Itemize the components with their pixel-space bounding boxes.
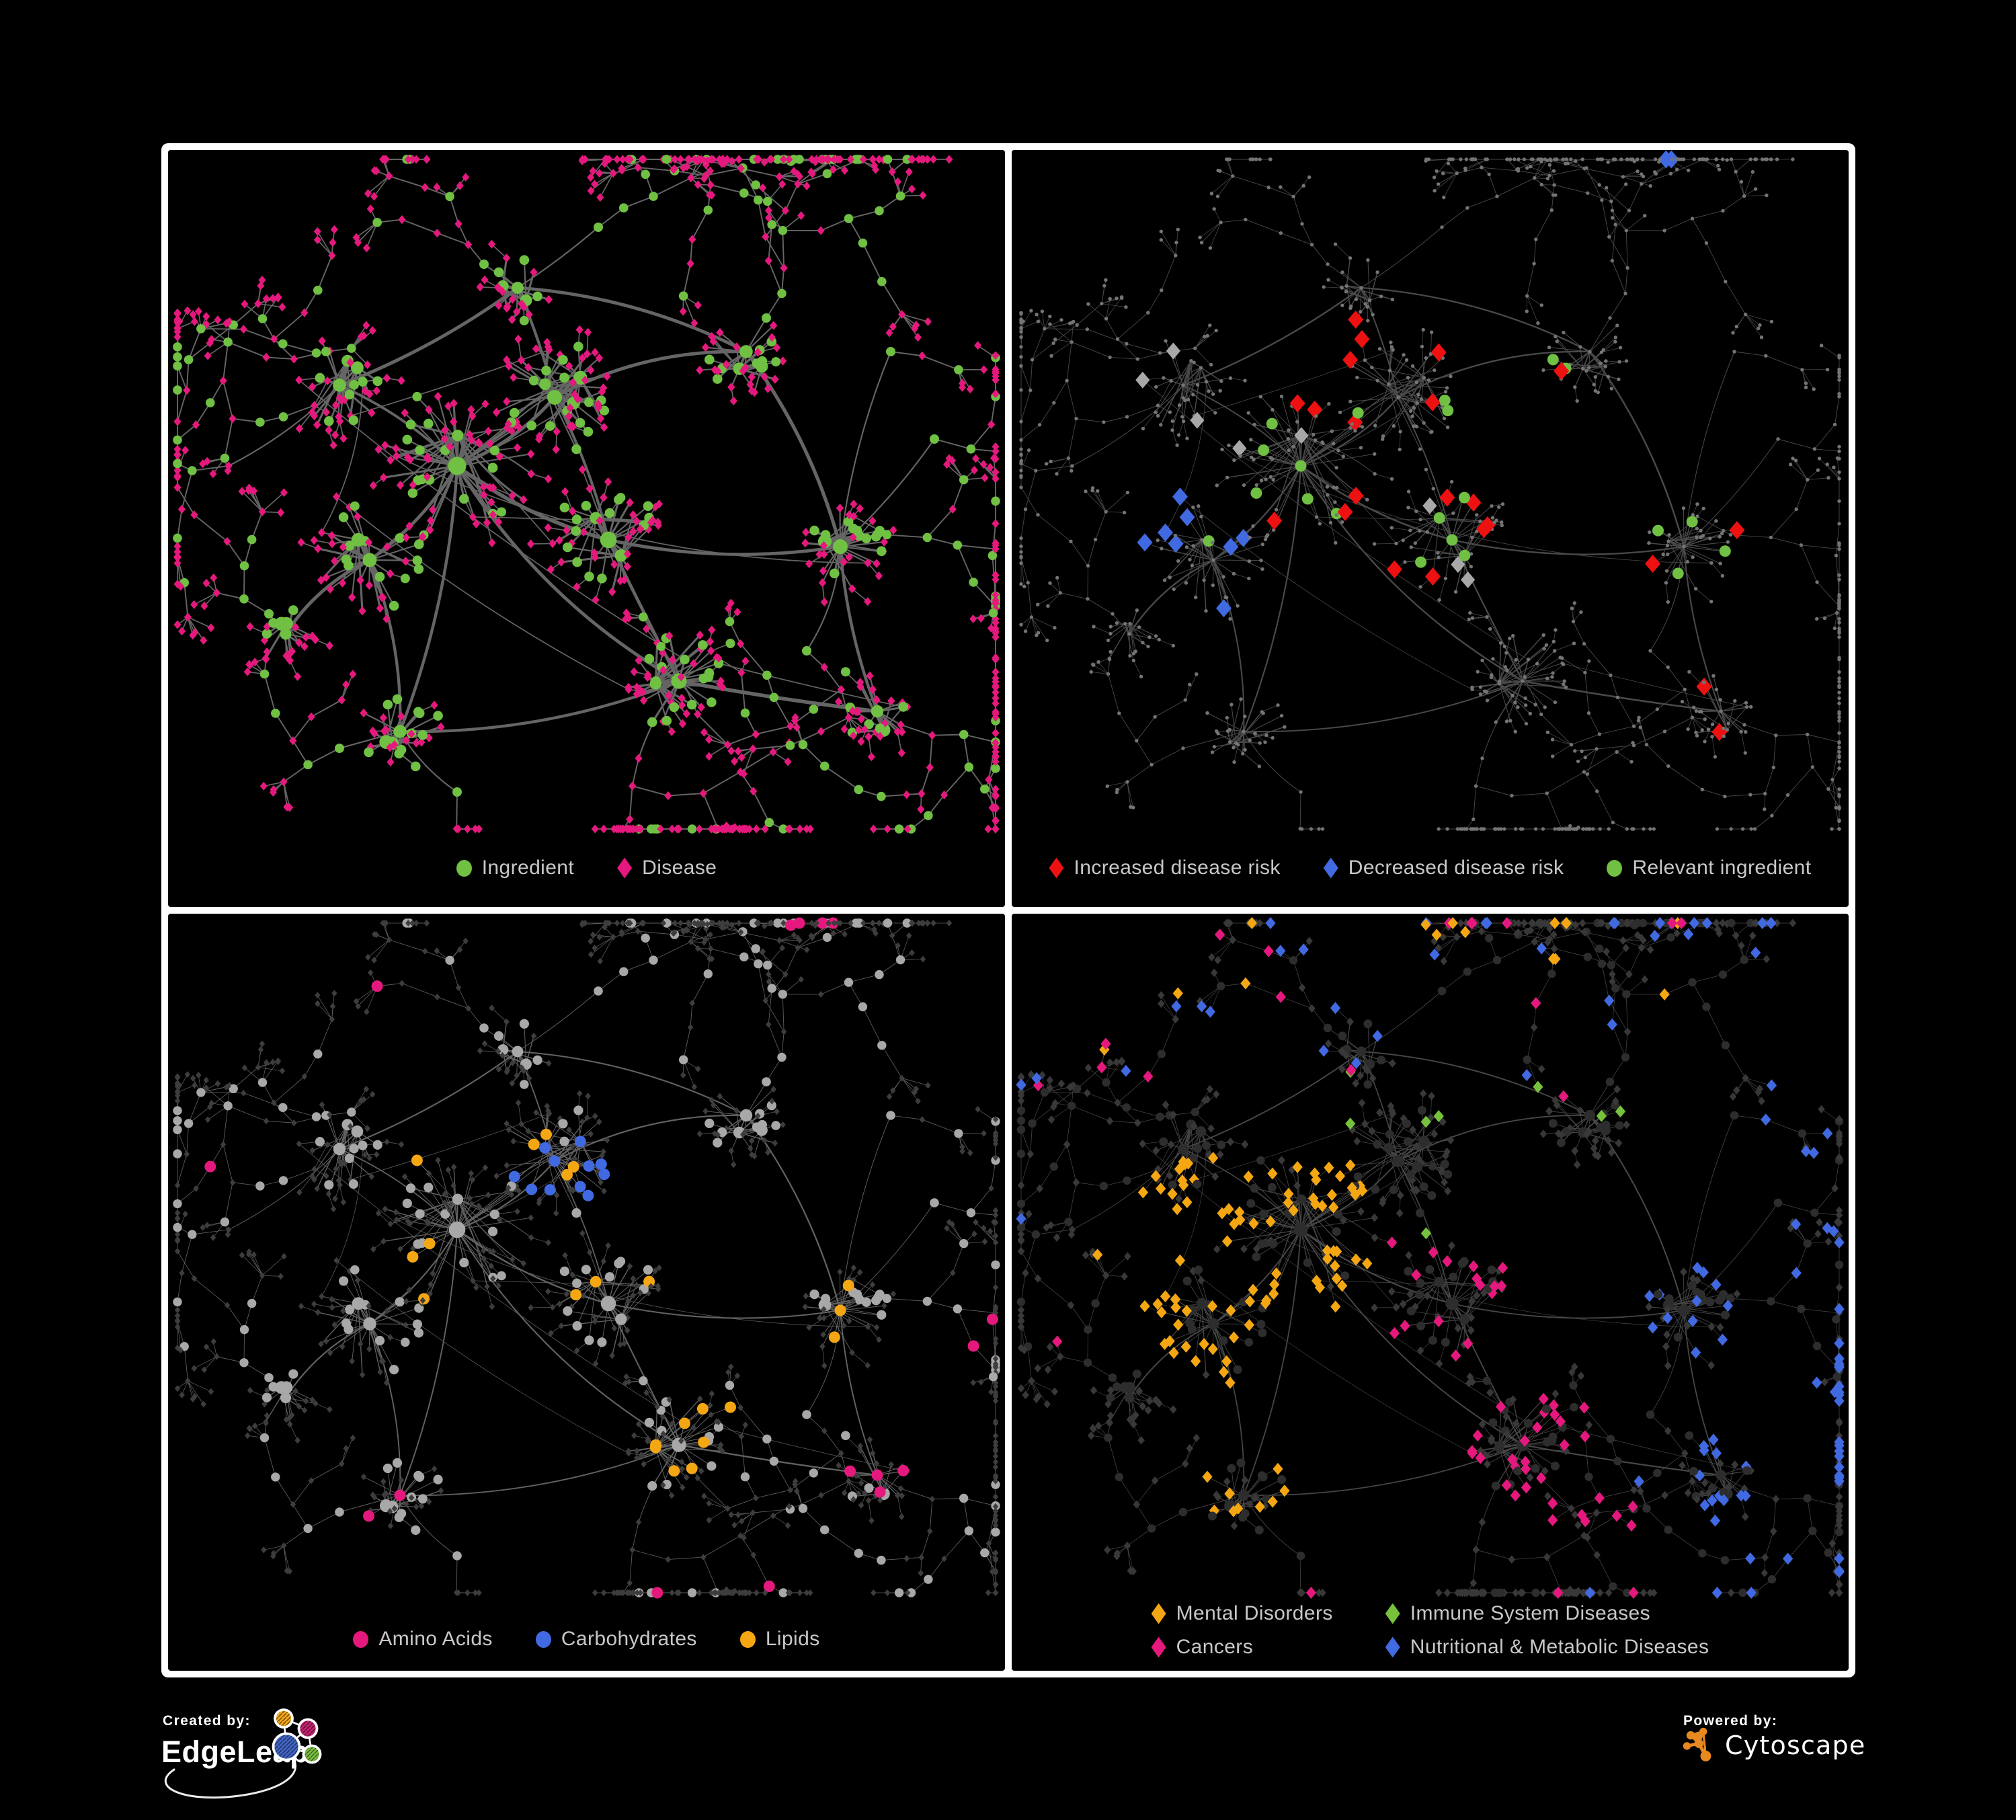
legend-diamond-icon bbox=[1323, 857, 1338, 879]
legend-circle-icon bbox=[456, 859, 472, 877]
legend-item-immune-system-diseases: Immune System Diseases bbox=[1385, 1602, 1650, 1625]
cytoscape-logo-icon bbox=[1683, 1727, 1711, 1762]
legend-item-decreased-disease-risk: Decreased disease risk bbox=[1323, 857, 1564, 879]
legend-circle-icon bbox=[1607, 859, 1623, 877]
legend-label: Ingredient bbox=[481, 857, 575, 879]
legend-diamond-icon bbox=[1151, 1636, 1166, 1658]
legend-label: Decreased disease risk bbox=[1348, 857, 1564, 879]
legend-label: Nutritional & Metabolic Diseases bbox=[1410, 1636, 1709, 1658]
network-graph-nutrient-classes bbox=[173, 917, 1000, 1599]
network-graph-ingredient-disease bbox=[173, 155, 1000, 834]
legend-circle-icon bbox=[535, 1630, 551, 1648]
legend-ingredient-disease: Ingredient Disease bbox=[168, 857, 1005, 879]
legend-item-increased-disease-risk: Increased disease risk bbox=[1049, 857, 1281, 879]
legend-label: Cancers bbox=[1176, 1636, 1254, 1658]
legend-item-cancers: Cancers bbox=[1151, 1636, 1254, 1659]
legend-label: Lipids bbox=[765, 1628, 820, 1650]
panel-grid-frame: Ingredient Disease Increased disease risk… bbox=[161, 143, 1855, 1677]
legend-disease-risk: Increased disease risk Decreased disease … bbox=[1012, 857, 1849, 879]
legend-label: Immune System Diseases bbox=[1410, 1602, 1650, 1624]
legend-disease-classes: Mental Disorders Immune System Diseases Ca… bbox=[1012, 1602, 1849, 1659]
cytoscape-wordmark: Cytoscape bbox=[1725, 1731, 1866, 1760]
network-graph-disease-risk bbox=[1019, 150, 1841, 831]
legend-diamond-icon bbox=[617, 857, 633, 879]
legend-diamond-icon bbox=[1385, 1636, 1400, 1658]
legend-label: Increased disease risk bbox=[1074, 857, 1281, 879]
cytoscape-brand: Cytoscape bbox=[1682, 1727, 1865, 1764]
created-by-label: Created by: bbox=[163, 1713, 251, 1729]
panel-disease-classes: Mental Disorders Immune System Diseases Ca… bbox=[1012, 914, 1849, 1671]
legend-diamond-icon bbox=[1151, 1603, 1166, 1624]
legend-item-amino-acids: Amino Acids bbox=[353, 1628, 492, 1651]
legend-circle-icon bbox=[739, 1630, 756, 1648]
powered-by-label: Powered by: bbox=[1683, 1713, 1778, 1729]
legend-item-ingredient: Ingredient bbox=[456, 857, 574, 879]
legend-circle-icon bbox=[353, 1630, 369, 1648]
legend-item-carbohydrates: Carbohydrates bbox=[535, 1628, 697, 1651]
panel-disease-risk: Increased disease risk Decreased disease … bbox=[1012, 150, 1849, 907]
legend-item-relevant-ingredient: Relevant ingredient bbox=[1607, 857, 1811, 879]
legend-label: Relevant ingredient bbox=[1632, 857, 1812, 879]
legend-label: Carbohydrates bbox=[561, 1628, 697, 1650]
legend-diamond-icon bbox=[1049, 857, 1064, 879]
legend-item-nutritional-metabolic-diseases: Nutritional & Metabolic Diseases bbox=[1385, 1636, 1709, 1659]
legend-diamond-icon bbox=[1385, 1603, 1400, 1624]
legend-item-mental-disorders: Mental Disorders bbox=[1151, 1602, 1333, 1625]
legend-nutrient-classes: Amino Acids Carbohydrates Lipids bbox=[168, 1628, 1005, 1651]
legend-item-lipids: Lipids bbox=[739, 1628, 820, 1651]
network-graph-disease-classes bbox=[1016, 917, 1845, 1599]
legend-label: Mental Disorders bbox=[1176, 1602, 1333, 1624]
legend-label: Disease bbox=[642, 857, 717, 879]
edgeleap-network-icon bbox=[272, 1708, 322, 1764]
legend-label: Amino Acids bbox=[378, 1628, 493, 1650]
panel-nutrient-classes: Amino Acids Carbohydrates Lipids bbox=[168, 914, 1005, 1671]
panel-ingredient-disease: Ingredient Disease bbox=[168, 150, 1005, 907]
legend-item-disease: Disease bbox=[617, 857, 717, 879]
